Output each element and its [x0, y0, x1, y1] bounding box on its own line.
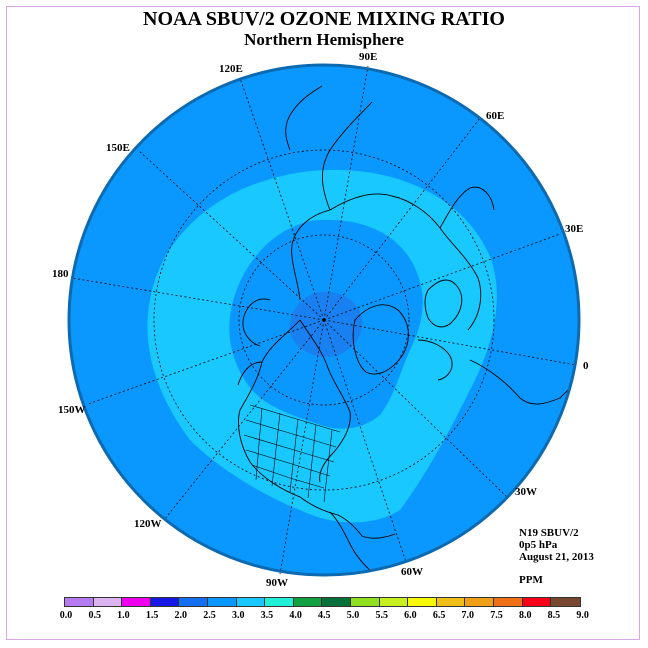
lon-label-60w: 60W — [401, 566, 423, 578]
pressure-level: 0p5 hPa — [519, 539, 558, 551]
lon-label-30e: 30E — [565, 223, 584, 235]
colorbar-segment — [493, 598, 523, 606]
colorbar-segment — [350, 598, 380, 606]
map-subtitle: Northern Hemisphere — [244, 30, 404, 49]
instrument-label: N19 SBUV/2 — [519, 527, 579, 539]
colorbar-segment — [522, 598, 552, 606]
lon-label-120w: 120W — [134, 518, 162, 530]
colorbar-tick-label: 8.0 — [518, 610, 532, 621]
state-boundaries — [243, 404, 341, 503]
colorbar-segment — [122, 598, 151, 606]
date-label: August 21, 2013 — [519, 551, 594, 563]
colorbar-tick-label: 3.5 — [260, 610, 274, 621]
colorbar-segment — [65, 598, 94, 606]
colorbar-segment — [265, 598, 294, 606]
colorbar-segment — [207, 598, 237, 606]
figure-frame — [6, 6, 640, 640]
colorbar-segment — [465, 598, 494, 606]
colorbar — [64, 597, 581, 607]
info-block: N19 SBUV/2 0p5 hPa August 21, 2013 PPM — [519, 527, 594, 586]
lon-label-90e: 90E — [359, 51, 378, 63]
lon-label-150e: 150E — [106, 142, 130, 154]
colorbar-tick-label: 6.0 — [404, 610, 417, 621]
lon-label-30w: 30W — [515, 486, 537, 498]
colorbar-tick-label: 5.5 — [375, 610, 388, 621]
graticule — [71, 65, 577, 575]
colorbar-tick-label: 1.0 — [117, 610, 130, 621]
coastlines — [237, 85, 579, 573]
colorbar-tick-label: 2.0 — [174, 610, 188, 621]
colorbar-segment — [322, 598, 351, 606]
ozone-field-polar — [289, 291, 363, 358]
colorbar-segment — [236, 598, 266, 606]
lon-label-90w: 90W — [266, 577, 288, 589]
colorbar-segment — [179, 598, 208, 606]
colorbar-tick-label: 3.0 — [231, 610, 245, 621]
map-boundary — [67, 63, 581, 577]
lon-label-180: 180 — [52, 268, 69, 280]
colorbar-tick-label: 8.5 — [547, 610, 561, 621]
colorbar-tick-label: 7.0 — [461, 610, 475, 621]
colorbar-segment — [293, 598, 323, 606]
colorbar-tick-label: 1.5 — [145, 610, 159, 621]
units-label: PPM — [519, 574, 543, 586]
colorbar-segment — [379, 598, 409, 606]
map-title: NOAA SBUV/2 OZONE MIXING RATIO — [143, 8, 505, 30]
colorbar-tick-label: 6.5 — [432, 610, 446, 621]
colorbar-tick-label: 2.5 — [203, 610, 216, 621]
colorbar-tick-label: 9.0 — [576, 610, 589, 621]
colorbar-segment — [408, 598, 437, 606]
lon-label-60e: 60E — [486, 110, 505, 122]
colorbar-tick-label: 4.5 — [318, 610, 331, 621]
colorbar-segment — [436, 598, 466, 606]
lon-label-120e: 120E — [219, 63, 243, 75]
colorbar-tick-label: 0.0 — [59, 610, 73, 621]
colorbar-segment — [93, 598, 123, 606]
colorbar-tick-label: 7.5 — [490, 610, 503, 621]
colorbar-segment — [150, 598, 180, 606]
colorbar-segment — [551, 598, 580, 606]
colorbar-tick-label: 5.0 — [346, 610, 360, 621]
lon-label-150w: 150W — [58, 404, 86, 416]
colorbar-tick-label: 0.5 — [88, 610, 101, 621]
lon-label-0: 0 — [583, 360, 589, 372]
colorbar-tick-label: 4.0 — [289, 610, 302, 621]
